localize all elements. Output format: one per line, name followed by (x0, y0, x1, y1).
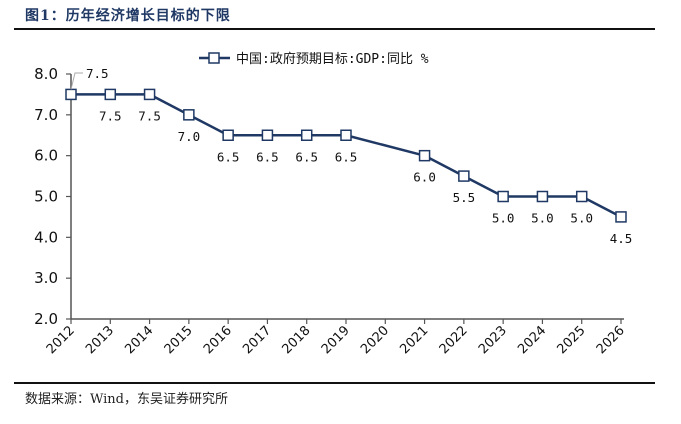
data-label: 5.0 (531, 211, 554, 226)
x-tick-label: 2026 (594, 323, 628, 357)
data-label: 6.5 (256, 149, 279, 164)
y-tick-label: 2.0 (34, 310, 58, 328)
data-point-marker (497, 190, 509, 203)
data-label: 7.5 (86, 66, 109, 81)
data-point-marker (261, 129, 274, 141)
data-point-marker (65, 88, 77, 101)
x-tick-label: 2018 (280, 323, 314, 357)
data-label: 6.5 (295, 149, 318, 164)
bottom-rule (14, 382, 655, 384)
data-point-marker (340, 129, 352, 141)
x-tick-label: 2021 (397, 323, 431, 357)
x-tick-label: 2025 (555, 323, 589, 357)
top-rule (14, 28, 655, 30)
x-tick-label: 2022 (437, 323, 471, 357)
y-tick-label: 5.0 (34, 188, 58, 206)
y-tick-label: 4.0 (34, 228, 58, 246)
y-tick-label: 6.0 (34, 147, 58, 165)
x-tick-label: 2023 (476, 323, 510, 357)
data-label: 7.5 (138, 108, 161, 123)
data-point-marker (222, 129, 234, 141)
y-tick-label: 3.0 (34, 269, 58, 287)
legend: 中国:政府预期目标:GDP:同比 % (199, 52, 429, 67)
y-tick-label: 8.0 (34, 65, 58, 83)
data-label: 6.0 (413, 170, 436, 185)
series-line (71, 93, 622, 219)
source-note: 数据来源：Wind，东吴证券研究所 (25, 392, 228, 407)
data-point-marker (183, 109, 195, 121)
data-label: 5.0 (492, 211, 515, 226)
legend-marker (208, 52, 220, 64)
data-point-marker (418, 149, 431, 162)
x-tick-label: 2020 (358, 323, 392, 357)
data-label: 6.5 (335, 149, 358, 164)
data-point-marker (536, 190, 549, 203)
y-tick-label: 7.0 (34, 106, 58, 124)
x-tick-label: 2013 (83, 323, 117, 357)
series-group: 7.5 7.5 7.5 7.0 6.5 6.5 6.5 6.5 6.0 5.5 5.0 5.0 5.0 4… (65, 66, 633, 246)
data-point-marker (300, 129, 313, 141)
data-label: 5.5 (453, 190, 476, 205)
data-label: 7.5 (99, 108, 122, 123)
x-tick-label: 2017 (240, 323, 274, 357)
x-tick-label: 2024 (515, 323, 549, 357)
x-tick-label: 2014 (122, 323, 156, 357)
x-tick-label: 2019 (319, 323, 353, 357)
data-point-marker (104, 88, 117, 101)
data-label: 4.5 (610, 231, 633, 246)
x-tick-label: 2015 (162, 323, 196, 357)
data-label: 7.0 (178, 129, 201, 144)
x-tick-label: 2016 (201, 323, 235, 357)
figure-title: 图1：历年经济增长目标的下限 (25, 8, 231, 24)
x-tick-label: 2012 (44, 323, 78, 357)
data-label-leader (70, 72, 83, 90)
legend-label: 中国:政府预期目标:GDP:同比 % (236, 52, 429, 67)
line-chart: 中国:政府预期目标:GDP:同比 % 2.0 3.0 4.0 5.0 6.0 7.0 8.0… (34, 52, 633, 357)
data-point-marker (143, 88, 156, 101)
data-point-marker (615, 211, 627, 223)
data-point-marker (458, 170, 470, 182)
data-label: 6.5 (217, 149, 240, 164)
data-label: 5.0 (570, 211, 593, 226)
data-point-marker (575, 190, 588, 203)
